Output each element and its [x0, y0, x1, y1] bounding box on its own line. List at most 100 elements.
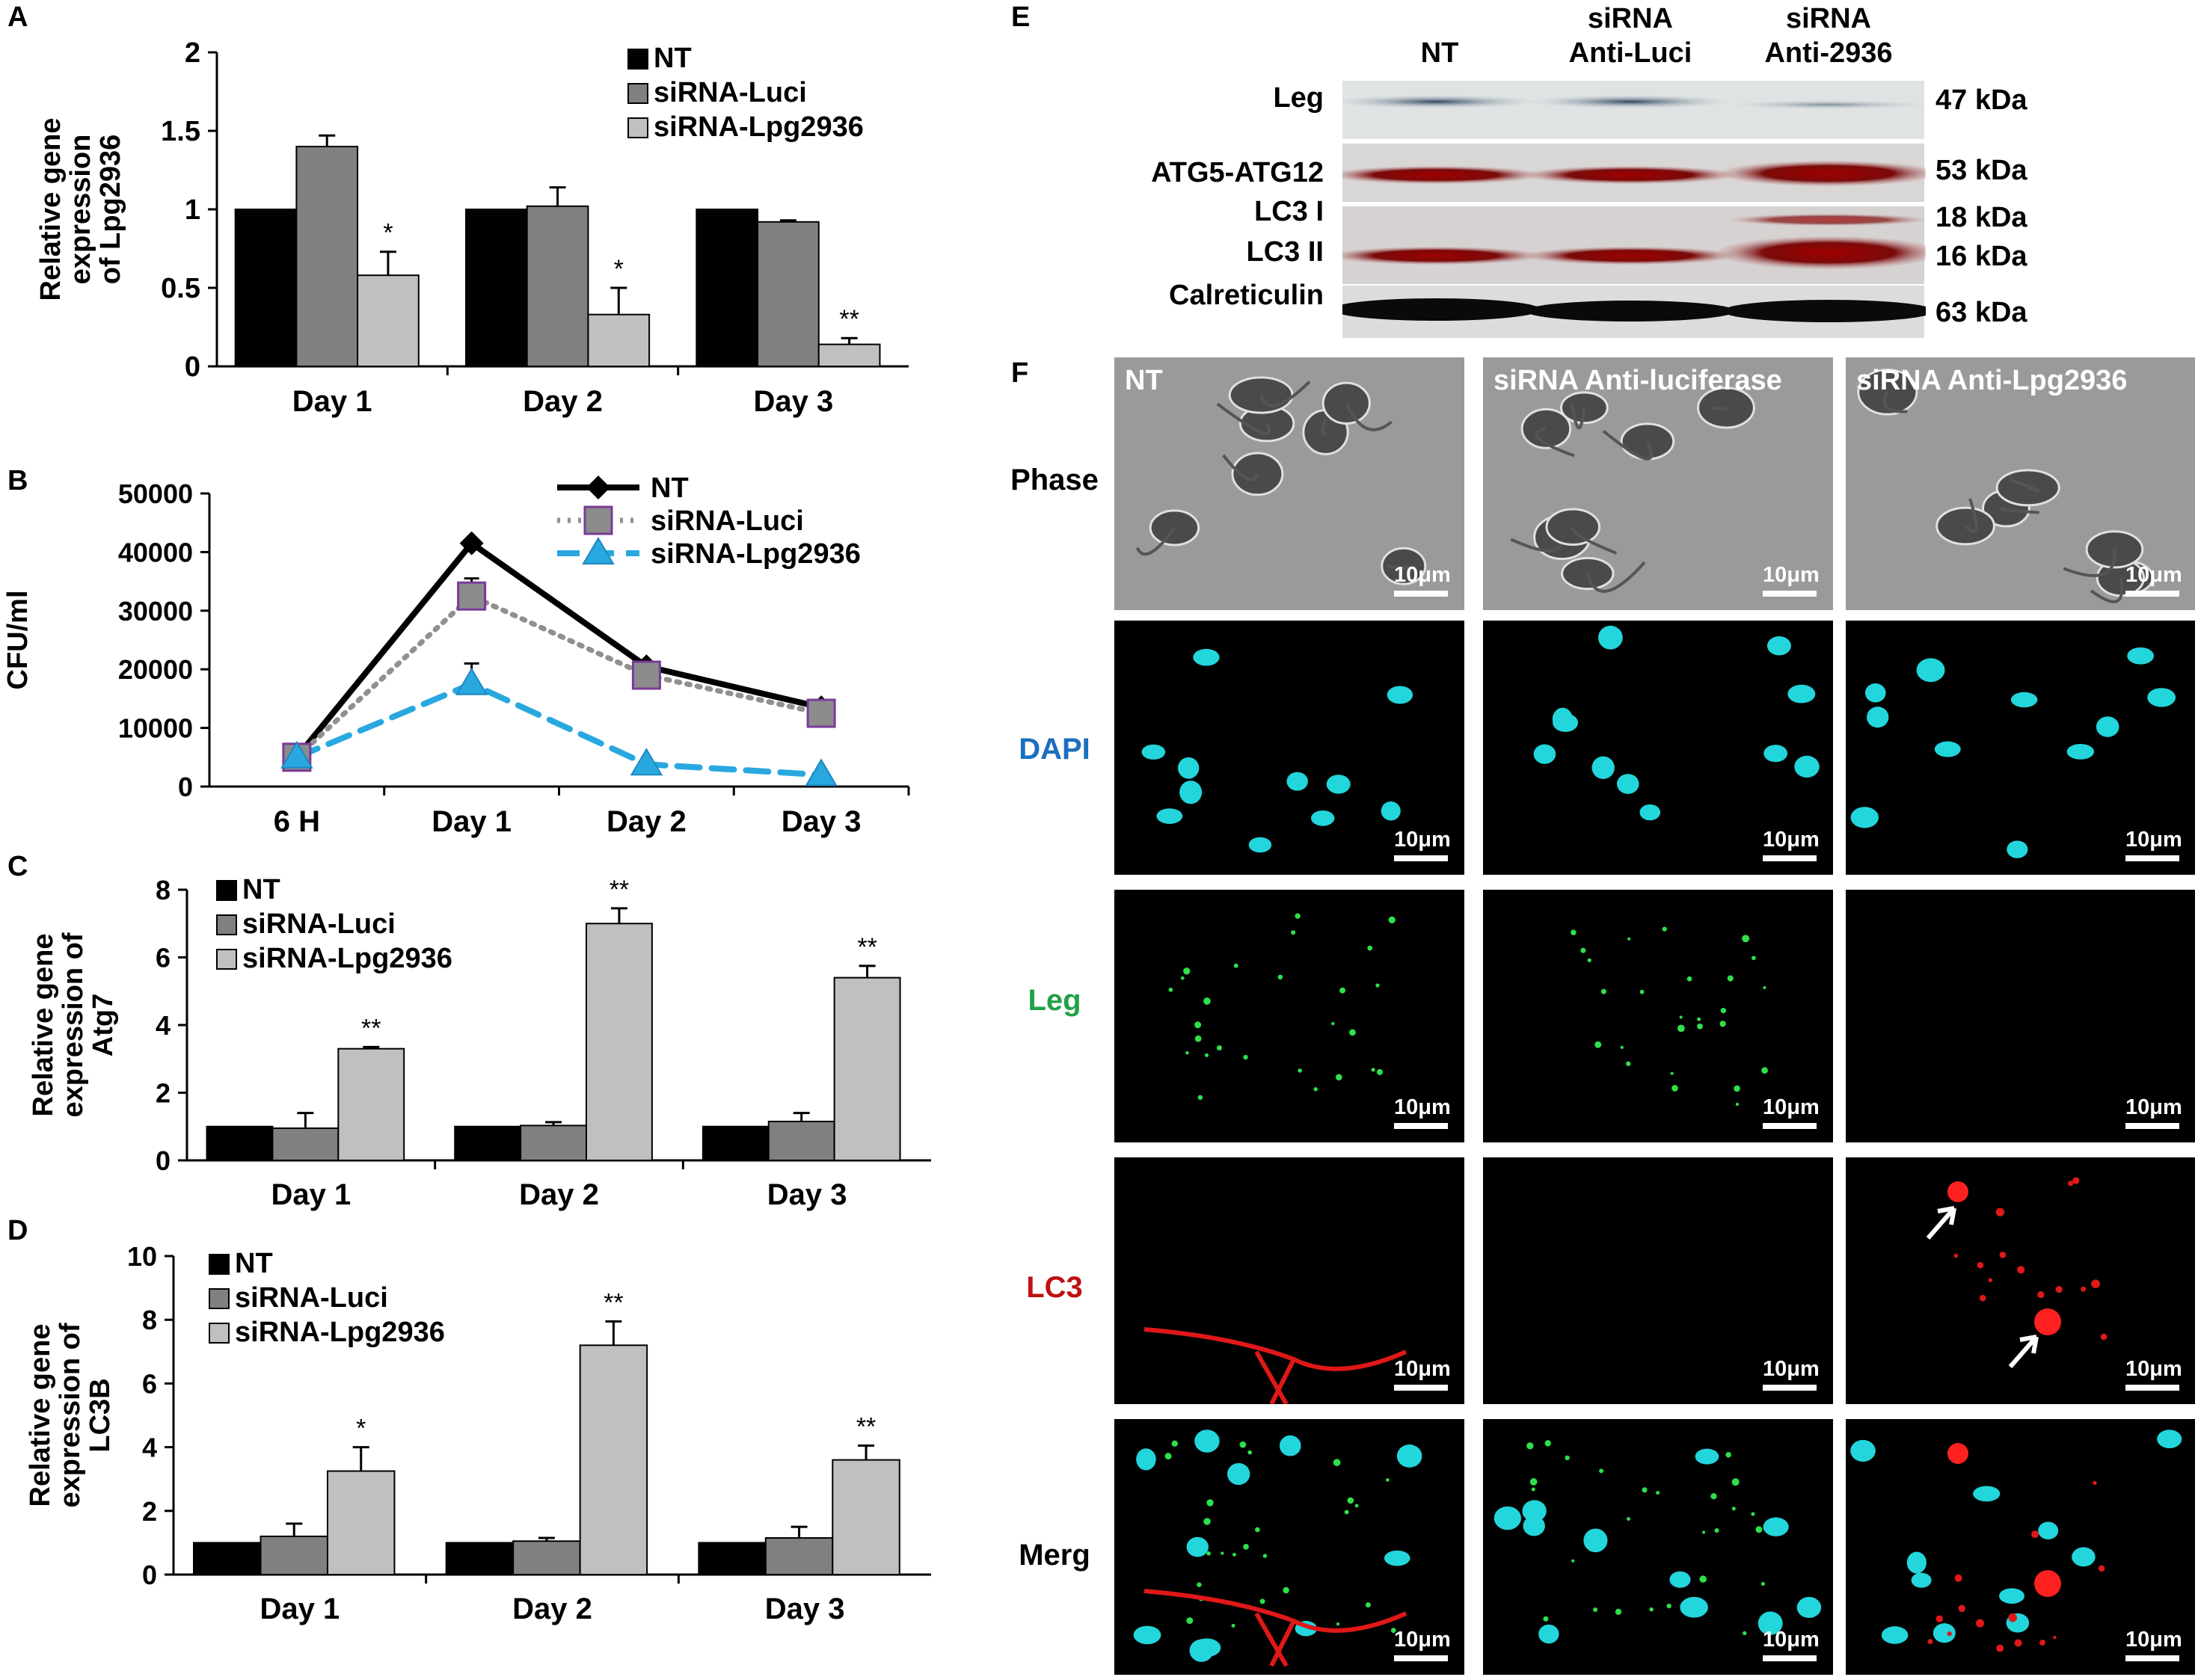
micrograph-image [1135, 376, 1427, 585]
cell-process [1535, 427, 1575, 458]
leg-dot [1620, 1045, 1624, 1049]
x-category-label: Day 2 [512, 1593, 592, 1625]
panel-letter-d: D [7, 1215, 28, 1246]
nucleus [1227, 1462, 1250, 1486]
leg-dot [1171, 1440, 1178, 1447]
nucleus [1669, 1571, 1691, 1588]
scale-bar: 10μm [1763, 1095, 1820, 1129]
cell-process [1585, 561, 1646, 593]
legend-swatch [216, 949, 237, 970]
lc3-dot [2014, 1639, 2022, 1647]
scale-bar-label: 10μm [1763, 563, 1820, 587]
leg-dot [1697, 1017, 1701, 1021]
nucleus [2038, 1521, 2059, 1540]
nucleus [1136, 1448, 1156, 1471]
legend-label: NT [654, 43, 692, 74]
bar [206, 1125, 274, 1161]
x-category-label: Day 1 [260, 1593, 340, 1625]
legend-label: siRNA-Luci [654, 77, 807, 108]
scale-bar-line [1763, 855, 1817, 861]
micrograph-image [1571, 926, 1768, 1107]
leg-dot [1283, 1587, 1289, 1594]
cell [1321, 381, 1371, 425]
scale-bar-line [2125, 591, 2179, 597]
nucleus [1326, 775, 1351, 794]
y-axis-label: Relative geneexpression ofAtg7 [28, 932, 119, 1117]
scale-bar-line [1394, 855, 1448, 861]
lc3-dot [1999, 1252, 2007, 1258]
nucleus [1193, 648, 1220, 666]
significance-mark: ** [610, 876, 629, 904]
significance-mark: ** [839, 305, 859, 333]
leg-dot [1336, 1622, 1340, 1626]
scale-bar: 10μm [1763, 1628, 1820, 1661]
legend-marker [583, 505, 613, 535]
leg-dot [1344, 1510, 1349, 1515]
cell-process [1571, 526, 1618, 555]
bar [702, 1125, 770, 1161]
bar [295, 146, 359, 367]
leg-dot [1656, 1491, 1660, 1495]
lc3-dot [2068, 1181, 2074, 1187]
nucleus [1794, 755, 1820, 778]
scale-bar: 10μm [2125, 1095, 2182, 1129]
lc3-signal [1143, 1589, 1407, 1667]
nucleus [1881, 1626, 1909, 1644]
nucleus [1916, 658, 1945, 683]
scale-bar: 10μm [2125, 563, 2182, 597]
lc3-dot [2031, 1530, 2039, 1539]
bar [757, 221, 820, 367]
row-label-lc3: LC3 [1026, 1271, 1083, 1304]
lc3-dot [1996, 1644, 2004, 1652]
significance-mark: ** [361, 1014, 381, 1042]
legend-swatch [209, 1323, 230, 1344]
leg-dot [1599, 1468, 1604, 1474]
leg-dot [1751, 1512, 1755, 1516]
leg-dot [1731, 1478, 1740, 1486]
leg-dot [1735, 1102, 1740, 1107]
leg-dot [1742, 935, 1750, 943]
scale-bar-line [2125, 1655, 2179, 1661]
lc3-dot [1927, 1639, 1933, 1644]
blot-col-nt: NT [1327, 36, 1552, 70]
leg-dot [1639, 989, 1645, 994]
nucleus [1583, 1528, 1608, 1553]
cell-process [1222, 454, 1259, 481]
micrograph-image [1510, 387, 1755, 593]
nucleus [2147, 688, 2176, 707]
nucleus [2096, 716, 2119, 737]
y-tick-label: 1.5 [161, 116, 200, 147]
nucleus [1598, 625, 1623, 650]
lc3-puncta [1947, 1443, 1968, 1464]
scale-bar-line [1394, 1385, 1448, 1391]
y-tick-label: 4 [142, 1433, 157, 1463]
legend-swatch [209, 1254, 230, 1275]
legend-label: siRNA-Lpg2936 [654, 111, 864, 143]
data-point [630, 748, 663, 776]
legend-swatch [627, 49, 648, 70]
leg-dot [1339, 987, 1346, 994]
y-axis-label-line: LC3B [85, 1378, 116, 1452]
lc3-dot [2093, 1480, 2097, 1485]
cell-process [1345, 402, 1393, 431]
leg-dot [1571, 929, 1577, 935]
panel-letter-b: B [7, 465, 28, 496]
y-tick-label: 8 [142, 1305, 157, 1335]
band-atg5-luci [1526, 166, 1735, 184]
x-category-label: Day 3 [767, 1178, 847, 1211]
y-axis-label-line: CFU/ml [2, 591, 34, 690]
lc3-dot [2055, 1285, 2063, 1293]
data-point [806, 698, 836, 728]
nucleus [2066, 743, 2095, 760]
scale-bar-label: 10μm [2125, 1357, 2182, 1381]
nucleus [2007, 840, 2028, 858]
micrograph-image [1493, 1440, 1822, 1644]
scale-bar-label: 10μm [1763, 1095, 1820, 1119]
scale-bar-label: 10μm [2125, 1095, 2182, 1119]
y-tick-label: 30000 [118, 596, 193, 627]
micrograph-image [1133, 1430, 1422, 1667]
nucleus [1757, 1611, 1783, 1635]
micrograph-lc3-1: 10μm [1114, 1157, 1464, 1404]
bar [260, 1535, 328, 1576]
y-tick-label: 0 [142, 1560, 157, 1590]
